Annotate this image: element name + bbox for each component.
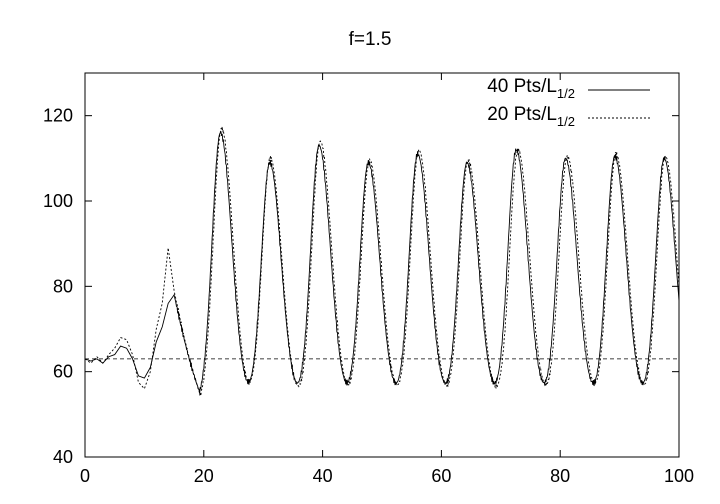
x-tick-label: 0	[80, 466, 90, 486]
series-layer	[84, 126, 680, 397]
x-tick-label: 40	[313, 466, 333, 486]
y-tick-label: 100	[43, 191, 73, 211]
x-tick-label: 20	[194, 466, 214, 486]
chart-title: f=1.5	[349, 29, 392, 50]
y-tick-label: 60	[53, 362, 73, 382]
y-tick-label: 80	[53, 276, 73, 296]
series-2-line	[84, 126, 680, 397]
y-tick-label: 120	[43, 106, 73, 126]
x-tick-label: 80	[550, 466, 570, 486]
axis-ticks: 0 20 40 60 80 100 40 60 80 100 120	[43, 73, 694, 486]
x-tick-label: 60	[431, 466, 451, 486]
series-1-line	[84, 130, 680, 394]
y-tick-label: 40	[53, 447, 73, 467]
x-tick-label: 100	[664, 466, 694, 486]
plot-frame	[84, 72, 680, 458]
legend-label-series-2: 20 Pts/L1/2	[487, 104, 575, 129]
legend-label-series-1: 40 Pts/L1/2	[487, 76, 575, 101]
legend: 40 Pts/L1/2 20 Pts/L1/2	[487, 76, 650, 129]
